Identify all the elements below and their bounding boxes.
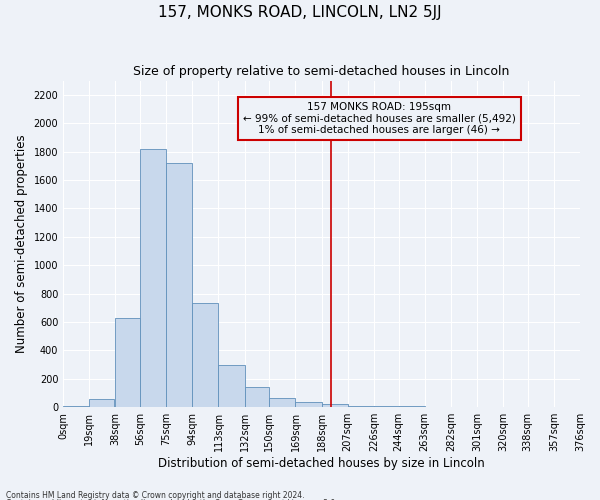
Bar	[115, 318, 140, 407]
Bar	[63, 406, 89, 407]
Text: 157, MONKS ROAD, LINCOLN, LN2 5JJ: 157, MONKS ROAD, LINCOLN, LN2 5JJ	[158, 5, 442, 20]
Bar	[295, 402, 322, 407]
Bar	[245, 388, 269, 407]
Text: Contains public sector information licensed under the Open Government Licence v3: Contains public sector information licen…	[6, 499, 338, 500]
Bar	[193, 303, 218, 407]
Bar	[374, 406, 398, 407]
Bar	[140, 148, 166, 407]
X-axis label: Distribution of semi-detached houses by size in Lincoln: Distribution of semi-detached houses by …	[158, 457, 485, 470]
Bar	[398, 406, 425, 407]
Bar	[347, 406, 374, 407]
Bar	[322, 404, 347, 407]
Bar	[218, 364, 245, 407]
Title: Size of property relative to semi-detached houses in Lincoln: Size of property relative to semi-detach…	[133, 65, 510, 78]
Y-axis label: Number of semi-detached properties: Number of semi-detached properties	[15, 134, 28, 353]
Text: Contains HM Land Registry data © Crown copyright and database right 2024.: Contains HM Land Registry data © Crown c…	[6, 490, 305, 500]
Bar	[89, 398, 114, 407]
Text: 157 MONKS ROAD: 195sqm
← 99% of semi-detached houses are smaller (5,492)
1% of s: 157 MONKS ROAD: 195sqm ← 99% of semi-det…	[243, 102, 516, 135]
Bar	[269, 398, 295, 407]
Bar	[166, 163, 193, 407]
